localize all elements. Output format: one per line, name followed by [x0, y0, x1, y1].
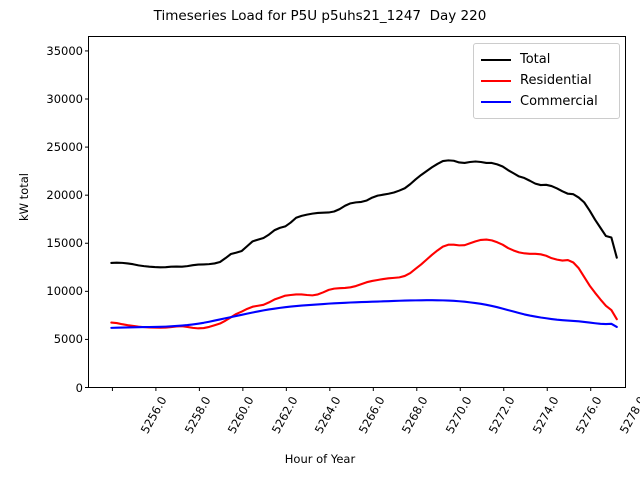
y-tick-label: 35000	[46, 43, 83, 58]
x-tick-label: 5276.0	[572, 393, 605, 436]
x-tick-label: 5266.0	[355, 393, 388, 436]
y-tick-label: 5000	[53, 332, 83, 347]
y-tick-label: 25000	[46, 140, 83, 155]
x-tick-label: 5262.0	[268, 393, 301, 436]
y-tick-label: 30000	[46, 92, 83, 106]
series-lines	[110, 159, 618, 330]
y-tick-labels: 0 5000 10000 15000 20000 25000 30000 35000	[0, 0, 83, 480]
legend-entry-residential: Residential	[481, 70, 612, 91]
x-tick-label: 5264.0	[312, 393, 344, 436]
x-tick-label: 5278.0	[616, 393, 640, 436]
x-tick-label: 5272.0	[486, 393, 518, 436]
legend-color-swatch	[481, 79, 511, 82]
x-tick-label: 5268.0	[399, 393, 431, 436]
legend-label: Total	[520, 52, 551, 67]
y-tick-label: 0	[75, 380, 83, 395]
y-tick-label: 20000	[46, 188, 83, 203]
x-tick-label: 5270.0	[442, 393, 475, 436]
series-line-residential	[110, 238, 618, 330]
x-tick-label: 5258.0	[181, 393, 214, 436]
chart-title: Timeseries Load for P5U p5uhs21_1247 Day…	[153, 8, 487, 24]
legend-color-swatch	[481, 58, 511, 61]
legend-label: Commercial	[520, 94, 598, 109]
x-tick-label: 5260.0	[225, 393, 257, 436]
legend-entry-commercial: Commercial	[481, 91, 612, 112]
series-line-commercial	[110, 299, 618, 329]
y-tick-label: 15000	[46, 236, 83, 251]
series-line-total	[110, 159, 618, 269]
x-axis-label: Hour of Year	[284, 452, 356, 466]
x-tick-label: 5274.0	[529, 393, 562, 436]
legend-label: Residential	[520, 73, 592, 88]
legend-entry-total: Total	[481, 49, 612, 70]
x-tick-label: 5256.0	[138, 393, 170, 436]
x-tick-marks	[111, 387, 592, 391]
chart-legend: Total Residential Commercial	[473, 43, 620, 119]
y-axis-label: kW total	[17, 173, 31, 221]
legend-color-swatch	[481, 100, 511, 103]
y-tick-label: 10000	[46, 284, 83, 299]
y-tick-marks	[85, 50, 89, 388]
